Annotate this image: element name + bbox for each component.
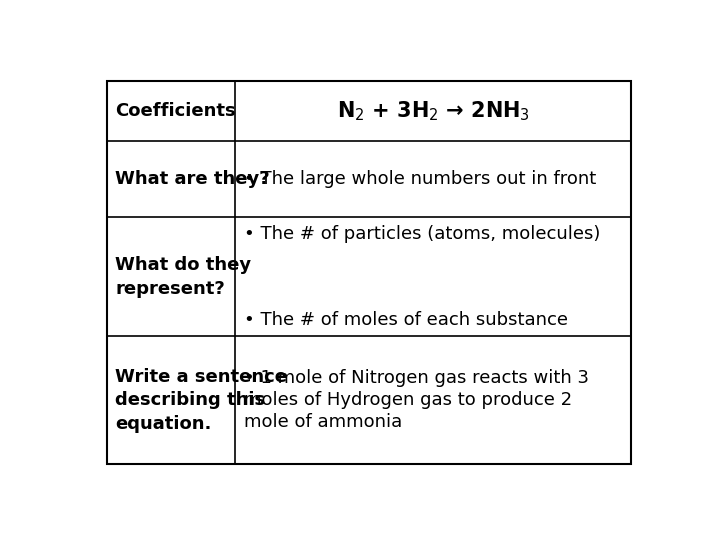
Text: • The large whole numbers out in front: • The large whole numbers out in front — [243, 170, 596, 188]
Text: N$_2$ + 3H$_2$ → 2NH$_3$: N$_2$ + 3H$_2$ → 2NH$_3$ — [337, 99, 530, 123]
Text: • 1 mole of Nitrogen gas reacts with 3
moles of Hydrogen gas to produce 2
mole o: • 1 mole of Nitrogen gas reacts with 3 m… — [243, 369, 589, 431]
Text: Write a sentence
describing this
equation.: Write a sentence describing this equatio… — [115, 368, 287, 433]
Text: • The # of particles (atoms, molecules): • The # of particles (atoms, molecules) — [243, 225, 600, 243]
Text: Coefficients: Coefficients — [115, 102, 235, 120]
Text: What do they
represent?: What do they represent? — [115, 256, 251, 298]
Text: What are they?: What are they? — [115, 170, 270, 188]
Text: • The # of moles of each substance: • The # of moles of each substance — [243, 311, 567, 329]
